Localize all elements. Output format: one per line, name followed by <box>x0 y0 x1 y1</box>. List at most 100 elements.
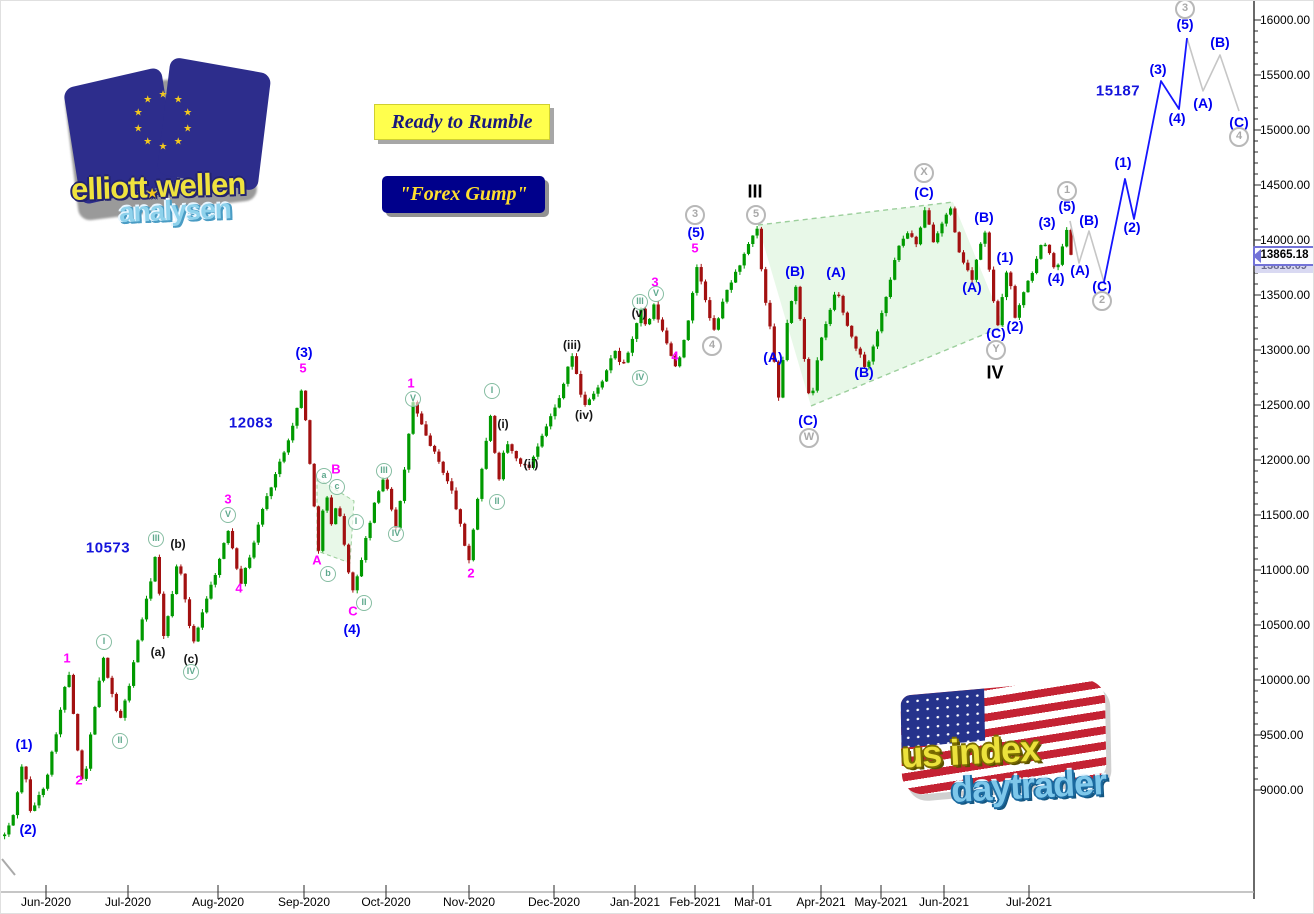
elliott-shaded-zones <box>316 201 1005 564</box>
banner-ready-to-rumble: Ready to Rumble <box>374 104 550 140</box>
wave-label: (3) <box>1038 214 1056 230</box>
wave-label: 4 <box>671 348 679 364</box>
circled-wave-label: 4 <box>702 336 722 356</box>
circled-wave-label: V <box>648 286 664 302</box>
time-axis-label: Aug-2020 <box>191 895 245 909</box>
price-axis-label: 11000.00 <box>1260 563 1310 577</box>
price-axis-label: 14000.00 <box>1260 233 1311 247</box>
wave-label: 4 <box>235 580 243 596</box>
circled-wave-label: II <box>489 494 505 510</box>
circled-wave-label: III <box>148 531 164 547</box>
wave-label: (5) <box>1058 198 1076 214</box>
wave-label: (2) <box>1123 219 1141 235</box>
wave-label: (b) <box>170 537 186 551</box>
circled-wave-label: I <box>96 634 112 650</box>
us-index-daytrader-logo: us index daytrader <box>889 677 1199 819</box>
circled-wave-label: V <box>220 507 236 523</box>
eu-star-icon: ★ <box>143 136 153 148</box>
price-axis-label: 15000.00 <box>1260 123 1311 137</box>
wave-label: (1) <box>15 736 33 752</box>
elliott-wellen-analysen-logo: ★ ★ ★ ★ ★ ★ ★ ★ ★ ★ elliott★wellen analysen <box>62 56 333 228</box>
wave-label: 5 <box>299 360 307 376</box>
time-axis-label: Jun-2021 <box>918 895 970 909</box>
eu-star-icon: ★ <box>158 141 168 153</box>
wave-label: (ii) <box>523 457 539 471</box>
wave-label: (A) <box>826 264 846 280</box>
time-axis-label: Jun-2020 <box>20 895 72 909</box>
time-axis-label: Apr-2021 <box>796 895 846 909</box>
eu-star-icon: ★ <box>173 94 183 106</box>
circled-wave-label: IV <box>632 370 648 386</box>
circled-wave-label: V <box>405 391 421 407</box>
price-axis-label: 10500.00 <box>1260 618 1311 632</box>
wave-label: (c) <box>183 652 199 666</box>
candlestick-series <box>3 206 1073 840</box>
circled-wave-label: b <box>320 566 336 582</box>
eu-star-icon: ★ <box>183 107 193 119</box>
wave-label: (iv) <box>575 408 593 422</box>
wave-label: 10573 <box>85 539 131 557</box>
price-axis-label: 10000.00 <box>1260 673 1311 687</box>
wave-label: (C) <box>1229 114 1249 130</box>
eu-star-icon: ★ <box>173 136 183 148</box>
circled-wave-label: 5 <box>746 205 766 225</box>
wave-label: (1) <box>996 249 1014 265</box>
wave-label: (C) <box>798 412 818 428</box>
wave-label: (B) <box>974 209 994 225</box>
wave-label: 2 <box>75 772 83 788</box>
circled-wave-label: c <box>329 479 345 495</box>
circled-wave-label: W <box>799 428 819 448</box>
wave-label: (A) <box>1193 95 1213 111</box>
price-axis-label: 16000.00 <box>1260 13 1311 27</box>
eu-star-icon: ★ <box>133 107 143 119</box>
wave-label: (2) <box>19 821 37 837</box>
wave-label: (B) <box>1210 34 1230 50</box>
price-axis-label: 9500.00 <box>1260 728 1304 742</box>
price-axis-label: 13000.00 <box>1260 343 1311 357</box>
price-axis-label: 9000.00 <box>1260 783 1304 797</box>
circled-wave-label: a <box>316 468 332 484</box>
price-axis-label: 14500.00 <box>1260 178 1311 192</box>
circled-wave-label: III <box>376 463 392 479</box>
circled-wave-label: II <box>356 595 372 611</box>
wave-label: (C) <box>1092 278 1112 294</box>
wave-label: (3) <box>1149 61 1167 77</box>
wave-label: IV <box>986 362 1004 383</box>
logo-text-daytrader: daytrader <box>950 760 1108 811</box>
wave-label: (B) <box>854 364 874 380</box>
circled-wave-label: 1 <box>1057 181 1077 201</box>
circled-wave-label: IV <box>183 664 199 680</box>
price-axis-label: 15500.00 <box>1260 68 1311 82</box>
circled-wave-label: X <box>914 163 934 183</box>
wave-label: (C) <box>914 184 934 200</box>
price-axis-label: 13500.00 <box>1260 288 1311 302</box>
time-axis-label: May-2021 <box>854 895 908 909</box>
wave-label: (5) <box>1176 16 1194 32</box>
eu-star-icon: ★ <box>183 123 193 135</box>
banner-forex-gump: "Forex Gump" <box>382 176 545 213</box>
wave-projection-lines <box>1069 37 1240 283</box>
wave-label: 1 <box>63 650 71 666</box>
wave-label: (C) <box>986 325 1006 341</box>
wave-label: (1) <box>1114 154 1132 170</box>
wave-label: 12083 <box>228 414 274 432</box>
price-axis-label: 12500.00 <box>1260 398 1311 412</box>
time-axis-label: Nov-2020 <box>442 895 496 909</box>
wave-label: A <box>312 552 322 568</box>
wave-label: (a) <box>150 645 166 659</box>
wave-label: (iii) <box>563 338 581 352</box>
price-axis-label: 12000.00 <box>1260 453 1311 467</box>
wave-label: 15187 <box>1095 82 1141 100</box>
time-axis-label: Jul-2021 <box>1005 895 1053 909</box>
wave-label: (i) <box>497 417 509 431</box>
time-axis-label: Sep-2020 <box>277 895 331 909</box>
wave-label: (3) <box>295 344 313 360</box>
circled-wave-label: II <box>112 733 128 749</box>
wave-label: (B) <box>785 263 805 279</box>
eu-star-icon: ★ <box>133 123 143 135</box>
wave-label: 1 <box>407 375 415 391</box>
circled-wave-label: I <box>484 383 500 399</box>
eu-star-icon: ★ <box>158 89 168 101</box>
wave-label: (A) <box>1070 262 1090 278</box>
